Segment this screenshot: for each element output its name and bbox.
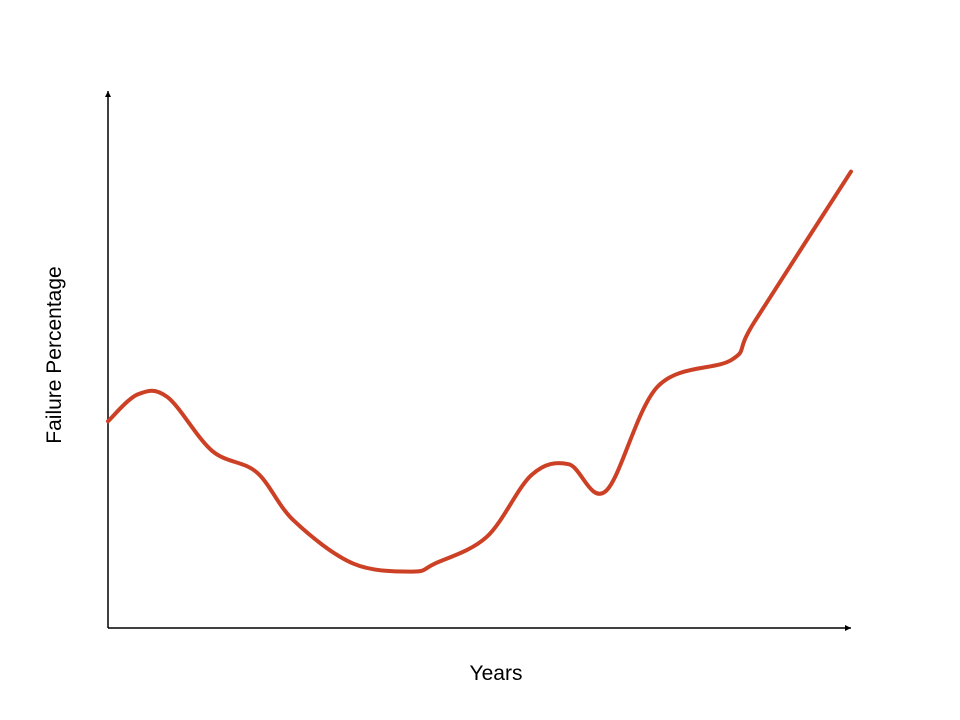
y-axis-label: Failure Percentage [43, 266, 66, 443]
series-layer [106, 169, 853, 574]
series-line [106, 169, 853, 574]
x-axis-label: Years [470, 662, 523, 685]
axes [105, 91, 851, 631]
